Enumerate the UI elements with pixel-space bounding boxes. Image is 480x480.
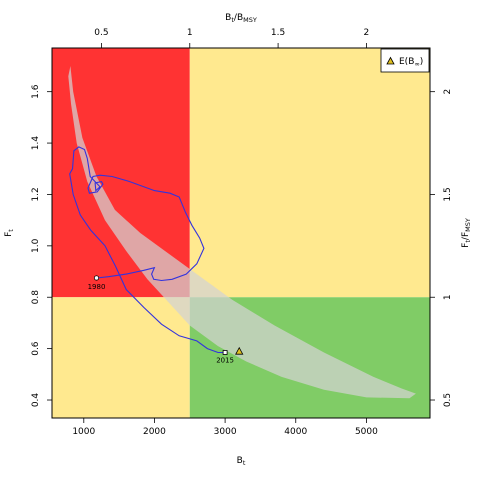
y-tick-label: 0.8 <box>31 290 41 305</box>
right-tick-label: 1.5 <box>443 187 453 201</box>
overfished-no-overfishing-zone <box>52 297 190 418</box>
confidence-region <box>68 66 416 399</box>
y-tick-label: 1.2 <box>31 187 41 201</box>
end-year-label: 2015 <box>216 356 234 364</box>
y-axis-title: Ft <box>4 229 15 237</box>
y-tick-label: 1.6 <box>31 84 41 99</box>
top-tick-label: 1.5 <box>271 28 285 38</box>
legend-label: E(B∞) <box>399 57 423 68</box>
legend-box <box>380 48 430 73</box>
top-tick-label: 2 <box>364 28 370 38</box>
start-point-marker <box>93 275 100 281</box>
y-tick-label: 0.6 <box>31 341 41 356</box>
top-tick-label: 0.5 <box>94 28 108 38</box>
expected-biomass-marker <box>235 346 244 355</box>
plot-border <box>51 47 431 419</box>
x-tick-label: 5000 <box>355 427 378 437</box>
x-tick-label: 2000 <box>143 427 166 437</box>
top-axis-title: Bt/BMSY <box>225 13 257 24</box>
start-year-label: 1980 <box>88 283 106 291</box>
end-point-marker <box>222 350 228 355</box>
y-tick-label: 1.0 <box>31 238 41 253</box>
legend: E(B∞) <box>380 48 430 73</box>
zones <box>52 48 430 418</box>
top-axis: 0.5 1 1.5 2 <box>94 28 369 48</box>
x-axis-title: Bt <box>237 456 246 467</box>
trajectory-line <box>69 146 226 354</box>
overfishing-healthy-stock-zone <box>189 48 430 298</box>
y-axis: 0.4 0.6 0.8 1.0 1.2 1.4 1.6 <box>31 84 52 407</box>
right-tick-label: 2 <box>443 89 453 95</box>
y-tick-label: 0.4 <box>31 393 41 408</box>
right-tick-label: 1 <box>443 294 453 300</box>
x-tick-label: 4000 <box>284 427 307 437</box>
right-tick-label: 0.5 <box>443 393 453 407</box>
right-axis-title: Ft/FMSY <box>461 218 472 248</box>
top-tick-label: 1 <box>187 28 193 38</box>
x-tick-label: 1000 <box>72 427 95 437</box>
y-tick-label: 1.4 <box>31 136 41 151</box>
x-axis: 1000 2000 3000 4000 5000 <box>72 418 378 437</box>
legend-triangle-icon <box>386 56 395 65</box>
x-tick-label: 3000 <box>214 427 237 437</box>
right-axis: 0.5 1 1.5 2 <box>430 89 453 407</box>
